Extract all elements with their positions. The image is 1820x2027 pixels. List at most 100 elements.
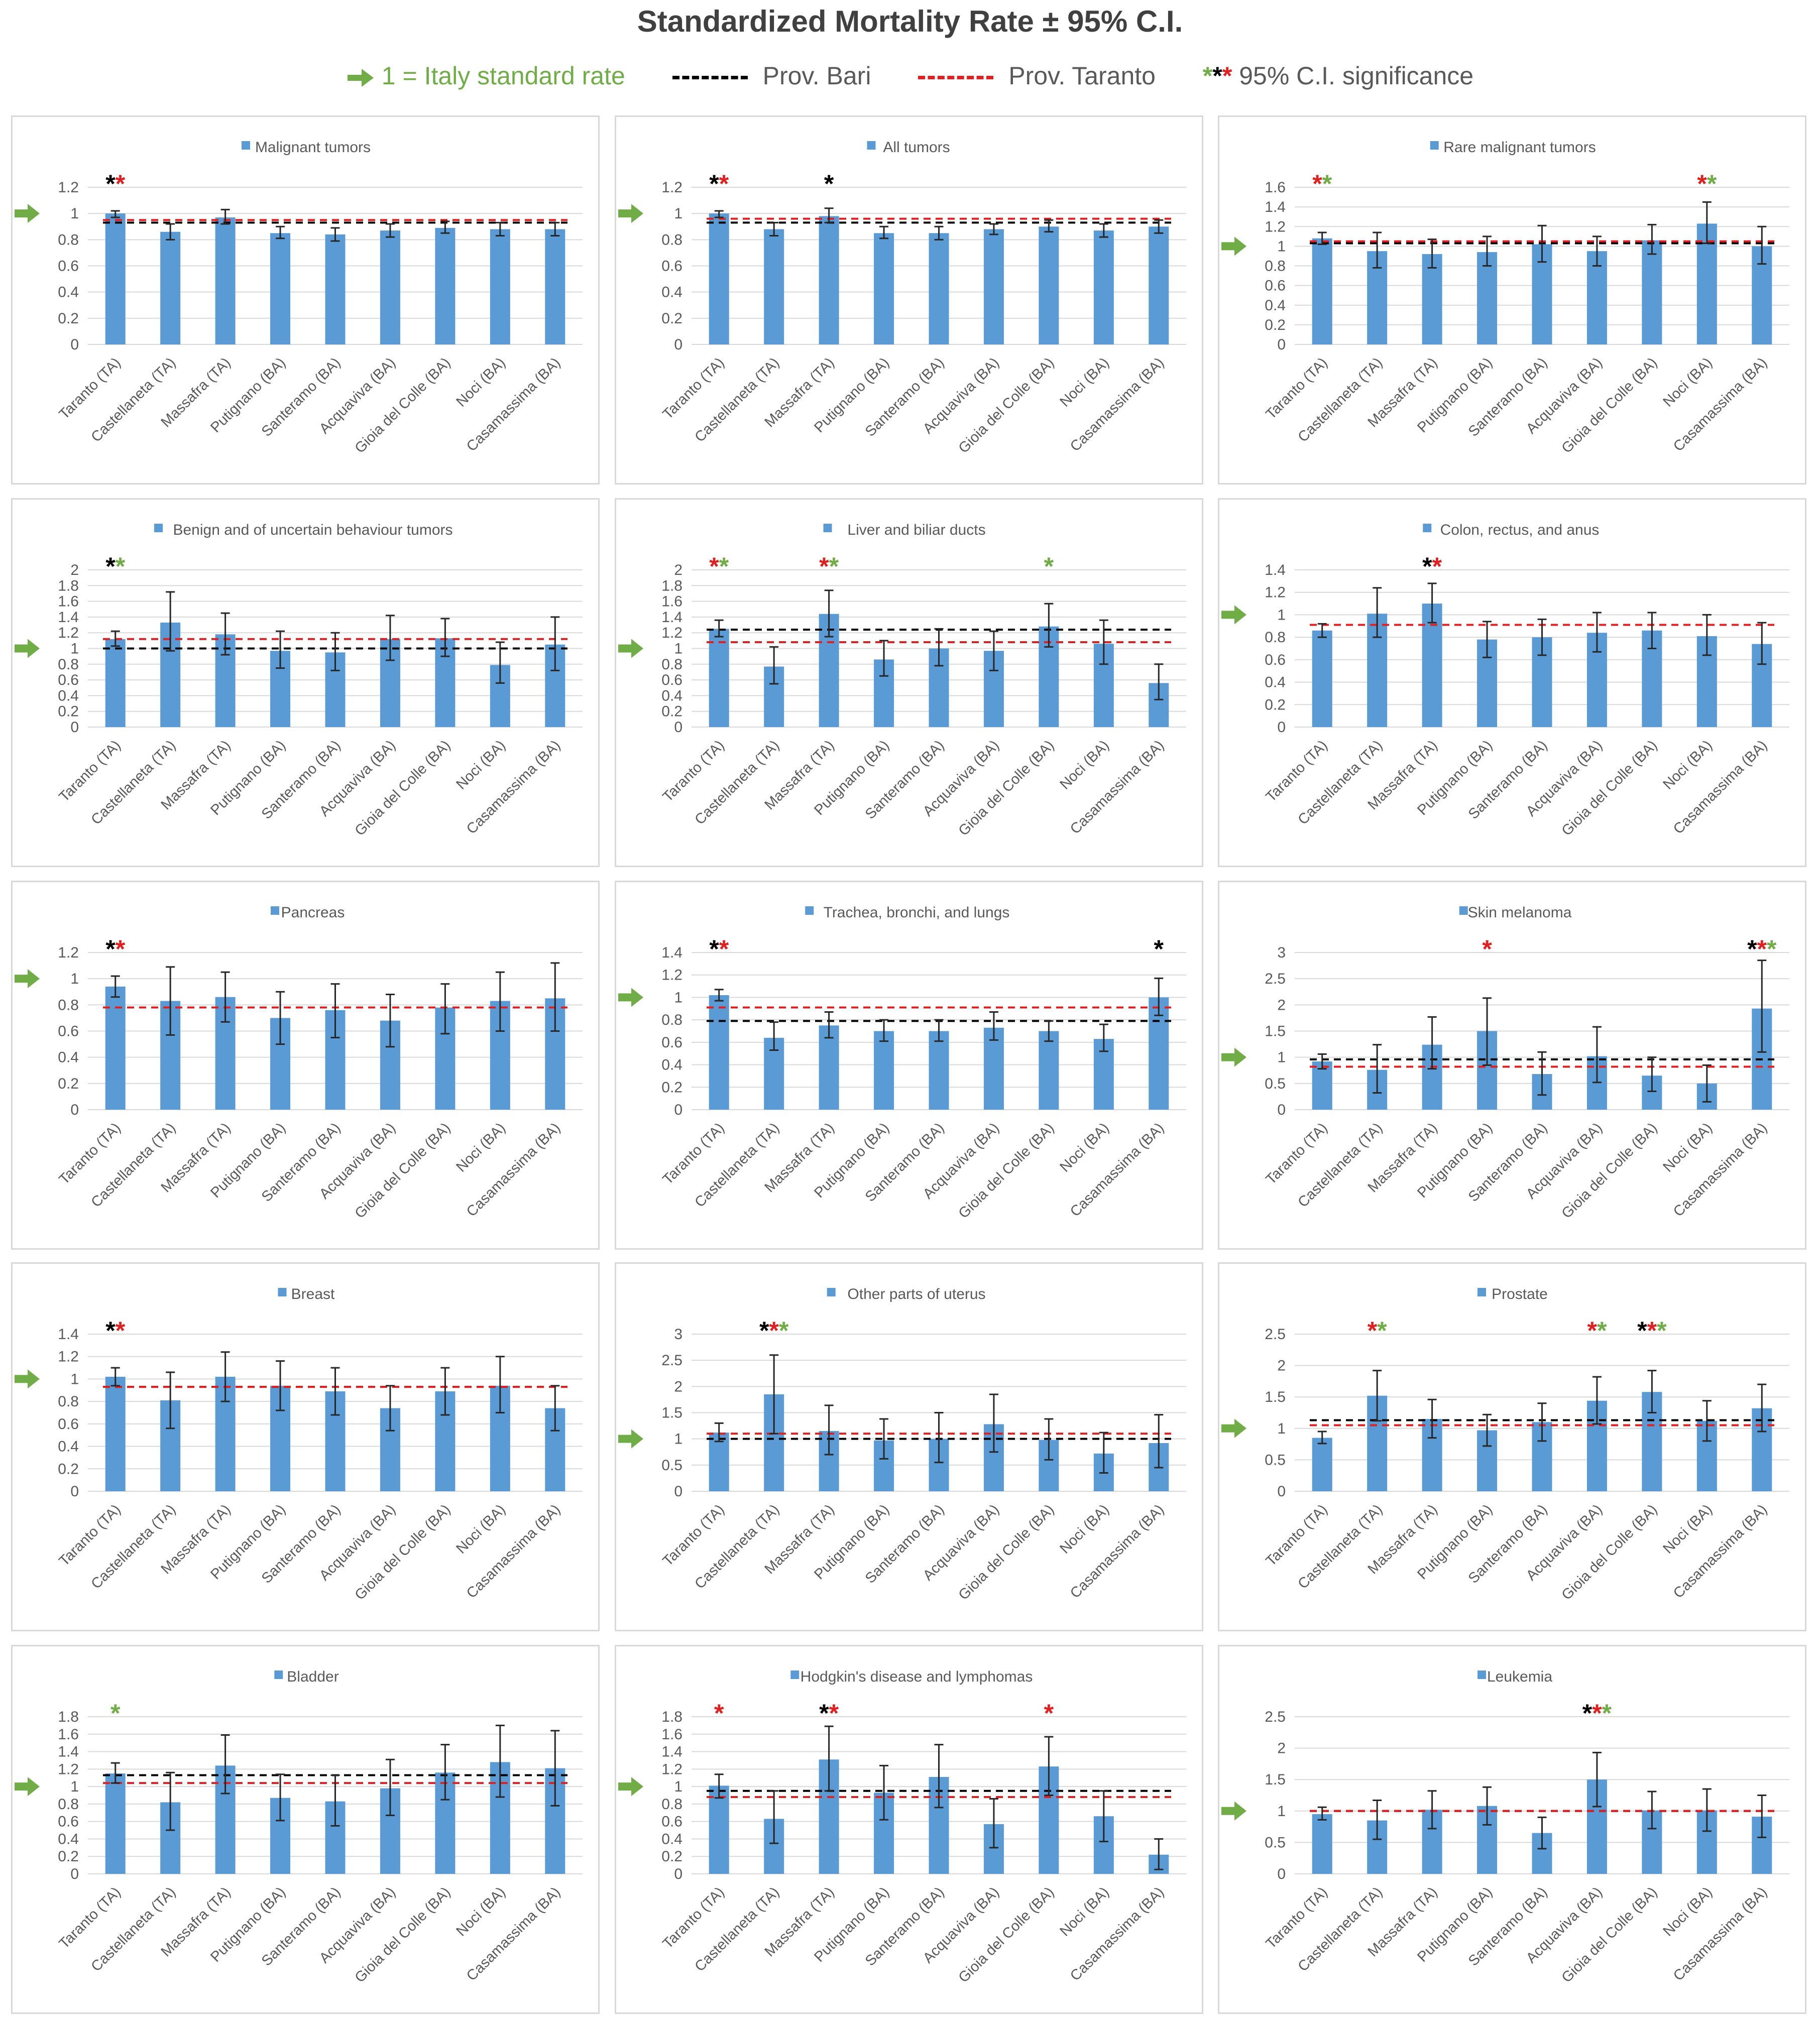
error-bar — [1592, 1026, 1602, 1084]
y-tick-label: 0.2 — [1265, 317, 1286, 333]
error-bar — [110, 1367, 120, 1387]
error-bar — [1317, 1053, 1327, 1070]
y-tick-label: 0.4 — [661, 687, 682, 704]
y-tick-label: 0 — [674, 336, 682, 353]
y-tick-label: 0.8 — [58, 1796, 79, 1813]
x-tick-label: Casamassima (BA) — [1067, 1120, 1167, 1220]
error-bar — [1427, 1016, 1437, 1070]
error-bar — [495, 221, 505, 237]
chart-title-group: Hodgkin's disease and lymphomas — [801, 1668, 1033, 1685]
star-green-icon: * — [116, 552, 126, 580]
y-tick-label: 0 — [70, 1483, 79, 1500]
y-tick-label: 1.8 — [58, 1709, 79, 1725]
x-tick-label: Noci (BA) — [1057, 1120, 1112, 1175]
x-tick-label: Gioia del Colle (BA) — [352, 1884, 454, 1986]
y-tick-label: 1 — [1277, 1420, 1286, 1437]
chart-svg: Colon, rectus, and anus 0 0.2 0.4 0.6 0.8 1 1.2… — [1221, 522, 1789, 839]
legend-taranto: Prov. Taranto — [918, 61, 1156, 90]
error-bar — [1154, 219, 1164, 234]
error-bar — [824, 1725, 834, 1792]
significance-marker: ** — [1587, 1317, 1607, 1345]
star-red-icon: * — [1222, 61, 1232, 90]
x-tick-label: Gioia del Colle (BA) — [1559, 1884, 1661, 1986]
star-green-icon: * — [1707, 170, 1717, 198]
chart-title-group: Colon, rectus, and anus — [1440, 522, 1600, 538]
y-tick-label: 0.5 — [1265, 1076, 1286, 1092]
bar — [1039, 226, 1059, 344]
x-tick-label: Gioia del Colle (BA) — [956, 1501, 1058, 1603]
y-tick-label: 0.6 — [58, 1416, 79, 1433]
bar — [215, 217, 236, 344]
legend-swatch — [1477, 1288, 1486, 1296]
arrow-icon — [15, 1777, 40, 1797]
error-bar — [1483, 235, 1492, 267]
x-tick-label: Gioia del Colle (BA) — [1559, 1501, 1661, 1603]
y-tick-label: 2.5 — [661, 1352, 682, 1369]
y-tick-label: 0 — [1277, 1483, 1286, 1500]
y-tick-label: 1.4 — [661, 944, 682, 961]
x-tick-label: Casamassima (BA) — [1670, 354, 1770, 454]
y-tick-label: 0.4 — [58, 1831, 79, 1847]
error-bar — [934, 1744, 944, 1809]
star-red-icon: * — [1368, 1317, 1378, 1345]
y-tick-label: 1 — [70, 1778, 79, 1795]
star-red-icon: * — [829, 1699, 839, 1727]
error-bar — [714, 210, 724, 218]
error-bar — [714, 1422, 724, 1443]
star-black-icon: * — [824, 170, 834, 198]
bar — [874, 1031, 894, 1110]
error-bar — [1592, 612, 1602, 653]
error-bar — [934, 225, 944, 241]
chart-title-group: Skin melanoma — [1468, 904, 1572, 921]
error-bar — [550, 616, 560, 671]
chart-panel: Liver and biliar ducts 0 0.2 0.4 0.6 0.8 1 1.2 1… — [615, 498, 1203, 867]
dashed-line-black-icon — [672, 76, 748, 80]
y-tick-label: 0.8 — [661, 1796, 682, 1813]
star-green-icon: * — [110, 1699, 121, 1727]
chart-svg: Malignant tumors00.20.40.60.811.2Taranto… — [15, 139, 583, 456]
y-tick-label: 0.2 — [661, 1848, 682, 1865]
error-bar — [934, 1412, 944, 1464]
y-tick-label: 1.4 — [58, 609, 79, 626]
y-tick-label: 3 — [674, 1326, 682, 1343]
chart-svg: Trachea, bronchi, and lungs 0 0.2 0.4 0.6 0.8… — [618, 904, 1186, 1222]
error-bar — [276, 225, 285, 240]
significance-marker: *** — [759, 1317, 789, 1345]
error-bar — [1702, 1400, 1712, 1442]
chart-svg: Benign and of uncertain behaviour tumors… — [15, 522, 583, 839]
chart-title-group: Other parts of uterus — [847, 1286, 985, 1302]
chart-title-group: All tumors — [883, 139, 950, 156]
arrow-icon — [1221, 236, 1246, 256]
error-bar — [220, 1734, 230, 1795]
error-bar — [166, 591, 175, 652]
chart-title: Rare malignant tumors — [1443, 139, 1596, 156]
y-tick-label: 0 — [1277, 719, 1286, 736]
x-tick-label: Gioia del Colle (BA) — [956, 1120, 1058, 1222]
legend-swatch — [1477, 1671, 1486, 1679]
star-black-icon: * — [105, 552, 116, 580]
error-bar — [989, 630, 998, 671]
error-bar — [1373, 231, 1382, 269]
error-bar — [550, 1730, 560, 1807]
y-tick-label: 1.2 — [58, 944, 79, 961]
page-title: Standardized Mortality Rate ± 95% C.I. — [637, 5, 1183, 38]
y-tick-label: 0 — [70, 1866, 79, 1882]
x-tick-label: Noci (BA) — [453, 1884, 508, 1939]
error-bar — [1373, 1800, 1382, 1840]
y-tick-label: 0.4 — [661, 1057, 682, 1074]
error-bar — [714, 619, 724, 638]
legend-swatch — [805, 906, 814, 915]
chart-title: Bladder — [287, 1668, 338, 1685]
y-tick-label: 0.4 — [58, 687, 79, 704]
chart-panel: Malignant tumors 0 0.2 0.4 0.6 0.8 1 1.2 Taranto… — [11, 115, 600, 485]
y-tick-label: 0.4 — [661, 1831, 682, 1847]
error-bar — [1317, 1430, 1327, 1445]
y-tick-label: 1 — [70, 641, 79, 657]
y-tick-label: 0 — [1277, 1102, 1286, 1118]
error-bar — [769, 1354, 779, 1435]
x-tick-label: Noci (BA) — [453, 1120, 508, 1175]
x-tick-label: Casamassima (BA) — [1670, 1501, 1770, 1601]
